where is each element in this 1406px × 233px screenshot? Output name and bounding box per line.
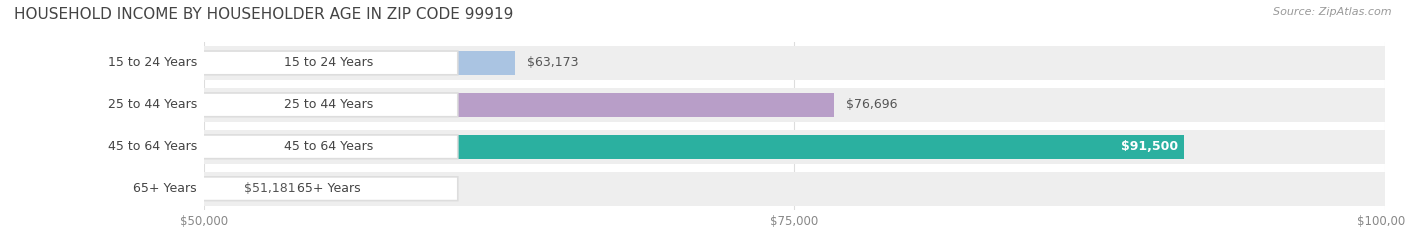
FancyBboxPatch shape [198,135,458,159]
Text: $76,696: $76,696 [846,98,898,111]
Text: 25 to 44 Years: 25 to 44 Years [108,98,197,111]
Bar [204,130,1385,164]
Bar [204,46,1385,80]
Text: 65+ Years: 65+ Years [134,182,197,195]
Bar [204,177,232,201]
Text: 15 to 24 Years: 15 to 24 Years [284,56,373,69]
FancyBboxPatch shape [198,51,458,75]
Text: 15 to 24 Years: 15 to 24 Years [108,56,197,69]
Bar [204,88,1385,122]
Text: HOUSEHOLD INCOME BY HOUSEHOLDER AGE IN ZIP CODE 99919: HOUSEHOLD INCOME BY HOUSEHOLDER AGE IN Z… [14,7,513,22]
Text: 45 to 64 Years: 45 to 64 Years [108,140,197,153]
Text: $63,173: $63,173 [527,56,578,69]
FancyBboxPatch shape [198,177,458,201]
Bar [204,51,515,75]
FancyBboxPatch shape [198,93,458,117]
Bar [204,172,1385,206]
Text: $51,181: $51,181 [243,182,295,195]
Text: Source: ZipAtlas.com: Source: ZipAtlas.com [1274,7,1392,17]
Text: 45 to 64 Years: 45 to 64 Years [284,140,373,153]
Text: 65+ Years: 65+ Years [297,182,360,195]
Bar [204,135,1184,159]
Bar [204,93,834,117]
Text: 25 to 44 Years: 25 to 44 Years [284,98,373,111]
Text: $91,500: $91,500 [1121,140,1178,153]
